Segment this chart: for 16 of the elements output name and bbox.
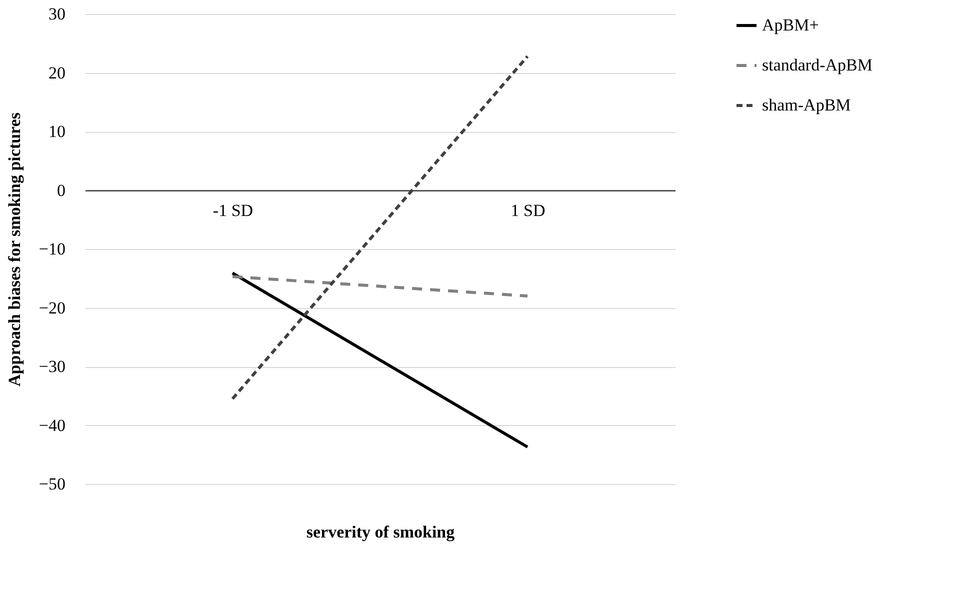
x-axis-title: serverity of smoking (306, 522, 456, 542)
legend-label: sham-ApBM (762, 96, 851, 114)
y-tick-label: −40 (38, 416, 66, 435)
y-tick-label: 30 (48, 4, 66, 24)
x-tick-label: 1 SD (510, 200, 546, 220)
y-tick-label: −50 (38, 474, 66, 494)
y-tick-label: 0 (57, 180, 66, 200)
legend-label: ApBM+ (762, 16, 819, 34)
y-tick-label: −10 (38, 240, 66, 258)
x-tick-label: -1 SD (212, 200, 254, 220)
y-axis-title: Approach biases for smoking pictures (4, 112, 24, 386)
y-tick-label: 20 (48, 63, 66, 82)
y-tick-label: −20 (38, 298, 66, 318)
y-tick-label: 10 (48, 122, 66, 141)
legend-label: standard-ApBM (762, 56, 872, 74)
y-tick-label: −30 (38, 357, 66, 376)
